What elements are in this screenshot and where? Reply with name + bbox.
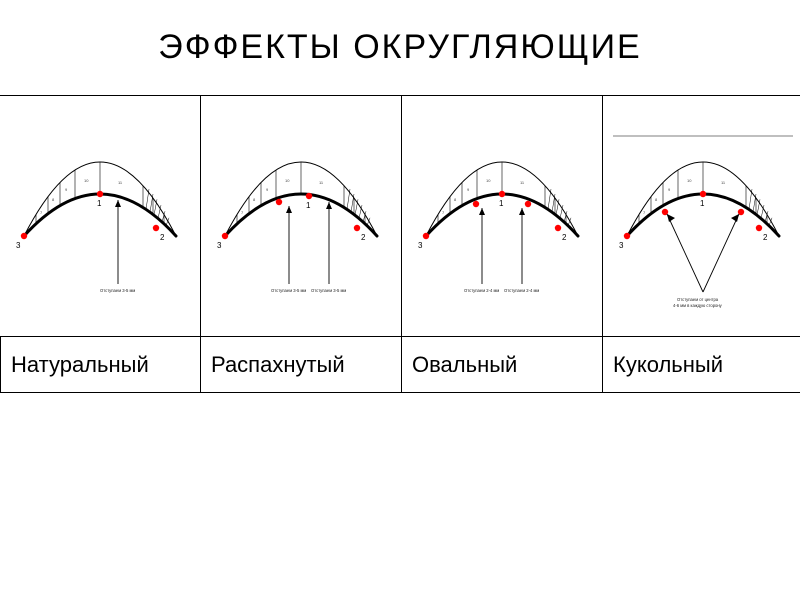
svg-text:11: 11 [721, 180, 726, 185]
svg-text:Отступаем 2-4 мм: Отступаем 2-4 мм [504, 288, 539, 293]
svg-text:1: 1 [700, 199, 705, 208]
cell-oval: 7891011123Отступаем 2-4 ммОтступаем 2-4 … [401, 96, 602, 336]
cell-natural: 7891011123Отступаем 3-5 мм [0, 96, 200, 336]
svg-text:1: 1 [306, 201, 311, 210]
svg-text:8: 8 [52, 197, 55, 202]
cell-doll: 7891011123Отступаем от центра4-6 мм в ка… [602, 96, 800, 336]
svg-text:Отступаем 3-5 мм: Отступаем 3-5 мм [311, 288, 346, 293]
label-oval: Овальный [401, 336, 602, 392]
svg-text:3: 3 [619, 241, 624, 250]
svg-text:9: 9 [266, 187, 269, 192]
svg-text:2: 2 [160, 233, 165, 242]
svg-text:9: 9 [65, 187, 68, 192]
svg-text:7: 7 [643, 210, 646, 215]
diagram-oval: 7891011123Отступаем 2-4 ммОтступаем 2-4 … [402, 116, 602, 316]
svg-text:2: 2 [361, 233, 366, 242]
svg-text:Отступаем от центра: Отступаем от центра [677, 297, 719, 302]
svg-text:Отступаем 3-5 мм: Отступаем 3-5 мм [271, 288, 306, 293]
svg-text:7: 7 [241, 210, 244, 215]
label-doll: Кукольный [602, 336, 800, 392]
cell-open: 7891011123Отступаем 3-5 ммОтступаем 3-5 … [200, 96, 401, 336]
svg-text:4-6 мм в каждую сторону: 4-6 мм в каждую сторону [673, 303, 723, 308]
label-open: Распахнутый [200, 336, 401, 392]
svg-text:8: 8 [454, 197, 457, 202]
svg-text:10: 10 [285, 178, 290, 183]
svg-text:11: 11 [520, 180, 525, 185]
svg-text:8: 8 [655, 197, 658, 202]
svg-text:1: 1 [499, 199, 504, 208]
svg-text:10: 10 [84, 178, 89, 183]
svg-text:10: 10 [687, 178, 692, 183]
svg-text:8: 8 [253, 197, 256, 202]
svg-text:11: 11 [118, 180, 123, 185]
svg-text:3: 3 [16, 241, 21, 250]
svg-text:Отступаем 2-4 мм: Отступаем 2-4 мм [464, 288, 499, 293]
svg-text:7: 7 [442, 210, 445, 215]
svg-text:7: 7 [40, 210, 43, 215]
svg-text:9: 9 [668, 187, 671, 192]
effects-grid: 7891011123Отступаем 3-5 мм 7891011123Отс… [0, 95, 800, 393]
svg-text:10: 10 [486, 178, 491, 183]
svg-text:2: 2 [763, 233, 768, 242]
svg-text:Отступаем 3-5 мм: Отступаем 3-5 мм [100, 288, 135, 293]
diagram-doll: 7891011123Отступаем от центра4-6 мм в ка… [603, 116, 800, 316]
svg-text:3: 3 [418, 241, 423, 250]
svg-text:2: 2 [562, 233, 567, 242]
diagram-open: 7891011123Отступаем 3-5 ммОтступаем 3-5 … [201, 116, 401, 316]
svg-text:3: 3 [217, 241, 222, 250]
svg-text:1: 1 [97, 199, 102, 208]
svg-text:9: 9 [467, 187, 470, 192]
page-title: ЭФФЕКТЫ ОКРУГЛЯЮЩИЕ [0, 28, 800, 67]
label-natural: Натуральный [0, 336, 200, 392]
diagram-natural: 7891011123Отступаем 3-5 мм [0, 116, 200, 316]
svg-text:11: 11 [319, 180, 324, 185]
